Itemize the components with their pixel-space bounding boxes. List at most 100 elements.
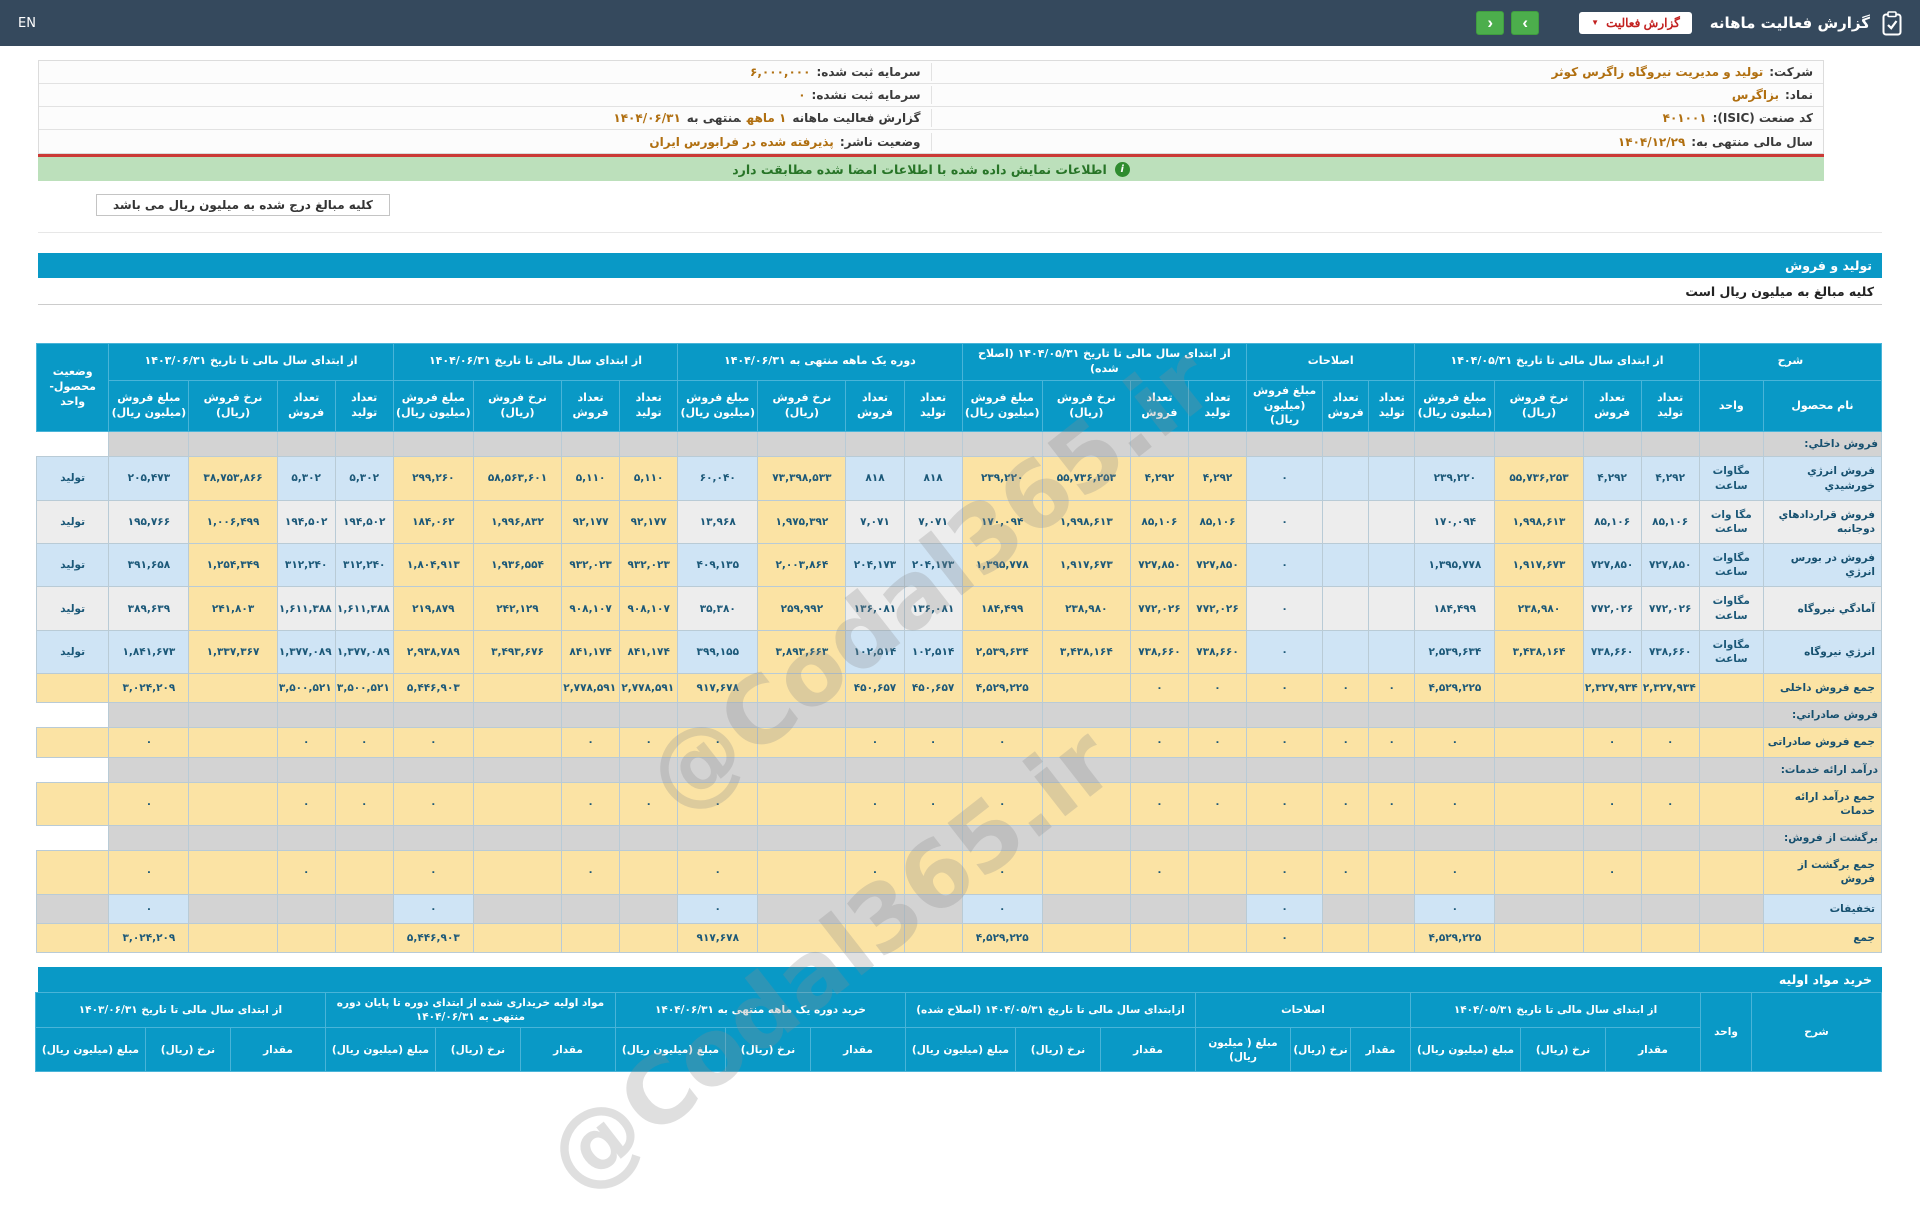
cell bbox=[277, 432, 335, 457]
value-cell bbox=[189, 851, 277, 894]
value-cell: ۰ bbox=[1415, 894, 1495, 923]
value-cell: ۷۳,۳۹۸,۵۳۳ bbox=[758, 457, 846, 500]
value-cell bbox=[1323, 457, 1369, 500]
cell bbox=[620, 757, 678, 782]
value-cell: ۸۴۱,۱۷۴ bbox=[620, 630, 678, 673]
total-row: جمع فروش داخلی۲,۳۲۷,۹۳۴۲,۳۲۷,۹۳۴۴,۵۲۹,۲۲… bbox=[37, 674, 1882, 703]
value-cell: ۰ bbox=[335, 782, 393, 825]
cell bbox=[904, 432, 962, 457]
header-col: مقدار bbox=[1606, 1028, 1701, 1072]
value-cell: ۱۳,۹۶۸ bbox=[678, 500, 758, 543]
value-cell bbox=[758, 782, 846, 825]
value-cell: ۰ bbox=[277, 782, 335, 825]
value-cell: ۲۳۹,۲۲۰ bbox=[962, 457, 1042, 500]
cell bbox=[1415, 703, 1495, 728]
info-value: ۱۴۰۴/۰۶/۳۱ bbox=[613, 111, 680, 125]
value-cell: ۸۵,۱۰۶ bbox=[1188, 500, 1246, 543]
header-col: مقدار bbox=[230, 1028, 325, 1072]
section-label: درآمد ارائه خدمات: bbox=[1763, 757, 1881, 782]
cell bbox=[1042, 757, 1130, 782]
value-cell: ۲,۳۲۷,۹۳۴ bbox=[1641, 674, 1699, 703]
header-group: مواد اولیه خریداری شده از ابتدای دوره تا… bbox=[325, 993, 615, 1028]
value-cell bbox=[189, 894, 277, 923]
header-group: از ابتدای سال مالی تا تاریخ ۱۴۰۴/۰۵/۳۱ bbox=[1411, 993, 1701, 1028]
value-cell: ۱۷۰,۰۹۴ bbox=[1415, 500, 1495, 543]
cell bbox=[1247, 432, 1323, 457]
product-row: انرژي نيروگاهمگاوات ساعت۷۳۸,۶۶۰۷۳۸,۶۶۰۳,… bbox=[37, 630, 1882, 673]
cell bbox=[473, 703, 561, 728]
value-cell: ۳۹۹,۱۵۵ bbox=[678, 630, 758, 673]
status-cell bbox=[37, 728, 109, 757]
value-cell: ۰ bbox=[1247, 457, 1323, 500]
header-group: ازابتدای سال مالی تا تاریخ ۱۴۰۴/۰۵/۳۱ (ا… bbox=[905, 993, 1195, 1028]
value-cell: ۱۹۴,۵۰۲ bbox=[335, 500, 393, 543]
header-group: خرید دوره یک ماهه منتهی به ۱۴۰۴/۰۶/۳۱ bbox=[615, 993, 905, 1028]
value-cell: ۳,۰۲۴,۲۰۹ bbox=[109, 674, 189, 703]
info-value: ۴۰۱۰۰۱ bbox=[1663, 111, 1707, 125]
header-col: مبلغ فروش (میلیون ریال) bbox=[1247, 380, 1323, 432]
header-col: نرخ فروش (ریال) bbox=[189, 380, 277, 432]
value-cell: ۵,۴۴۶,۹۰۳ bbox=[393, 674, 473, 703]
total-row: جمع درآمد ارائه خدمات۰۰۰۰۰۰۰۰۰۰۰۰۰۰۰۰۰۰ bbox=[37, 782, 1882, 825]
value-cell: ۴,۲۹۲ bbox=[1188, 457, 1246, 500]
value-cell bbox=[1042, 851, 1130, 894]
value-cell bbox=[1188, 923, 1246, 952]
info-value: ۰ bbox=[798, 88, 805, 102]
info-label: گزارش فعالیت ماهانه bbox=[792, 111, 920, 125]
cell bbox=[1369, 757, 1415, 782]
value-cell bbox=[1323, 544, 1369, 587]
total-row: جمع فروش صادراتی۰۰۰۰۰۰۰۰۰۰۰۰۰۰۰۰۰۰ bbox=[37, 728, 1882, 757]
value-cell: ۸۵,۱۰۶ bbox=[1130, 500, 1188, 543]
cell bbox=[1323, 826, 1369, 851]
value-cell bbox=[1369, 630, 1415, 673]
activity-report-dropdown[interactable]: گزارش فعالیت ▼ bbox=[1579, 12, 1692, 34]
value-cell bbox=[562, 923, 620, 952]
value-cell: ۷۷۲,۰۲۶ bbox=[1188, 587, 1246, 630]
cell bbox=[335, 826, 393, 851]
value-cell: ۳,۰۲۴,۲۰۹ bbox=[109, 923, 189, 952]
header-col: تعداد تولید bbox=[335, 380, 393, 432]
info-label: وضعیت ناشر: bbox=[840, 135, 921, 149]
header-col: مبلغ (میلیون ریال) bbox=[1411, 1028, 1521, 1072]
purchase-head: شرحواحداز ابتدای سال مالی تا تاریخ ۱۴۰۴/… bbox=[35, 993, 1881, 1072]
language-switch[interactable]: EN bbox=[18, 16, 36, 31]
status-cell bbox=[37, 894, 109, 923]
value-cell: ۰ bbox=[1369, 728, 1415, 757]
value-cell bbox=[189, 674, 277, 703]
value-cell: ۳۱۲,۲۴۰ bbox=[335, 544, 393, 587]
value-cell bbox=[620, 894, 678, 923]
value-cell: ۳۱۲,۲۴۰ bbox=[277, 544, 335, 587]
sales-section-bar: تولید و فروش bbox=[38, 253, 1882, 278]
status-cell: تولید bbox=[37, 587, 109, 630]
discount-row: تخفیفات۰۰۰۰۰۰ bbox=[37, 894, 1882, 923]
value-cell: ۰ bbox=[1247, 851, 1323, 894]
value-cell: ۰ bbox=[678, 728, 758, 757]
cell bbox=[393, 757, 473, 782]
cell bbox=[620, 432, 678, 457]
value-cell: ۰ bbox=[1323, 851, 1369, 894]
value-cell: ۰ bbox=[1188, 674, 1246, 703]
next-report-button[interactable]: › bbox=[1511, 11, 1539, 35]
header-sub-row: نام محصولواحدتعداد تولیدتعداد فروشنرخ فر… bbox=[37, 380, 1882, 432]
cell bbox=[1415, 826, 1495, 851]
cell bbox=[1323, 432, 1369, 457]
dropdown-label: گزارش فعالیت bbox=[1606, 16, 1680, 30]
info-row: شرکت:تولید و مدیریت نیروگاه زاگرس کوثرسر… bbox=[39, 61, 1823, 84]
unit-cell bbox=[1699, 894, 1763, 923]
prev-report-button[interactable]: ‹ bbox=[1476, 11, 1504, 35]
value-cell bbox=[1042, 782, 1130, 825]
header-col: تعداد فروش bbox=[562, 380, 620, 432]
header-col: واحد bbox=[1701, 993, 1752, 1072]
value-cell: ۰ bbox=[1583, 851, 1641, 894]
info-cell: سرمایه ثبت شده:۶,۰۰۰,۰۰۰ bbox=[39, 63, 931, 81]
cell bbox=[1188, 703, 1246, 728]
info-value: ۶,۰۰۰,۰۰۰ bbox=[750, 65, 810, 79]
cell bbox=[1495, 703, 1583, 728]
cell bbox=[1415, 757, 1495, 782]
cell bbox=[1495, 826, 1583, 851]
value-cell: ۷۲۷,۸۵۰ bbox=[1641, 544, 1699, 587]
info-row: کد صنعت (ISIC):۴۰۱۰۰۱گزارش فعالیت ماهانه… bbox=[39, 107, 1823, 130]
value-cell: ۵۸,۵۶۳,۶۰۱ bbox=[473, 457, 561, 500]
info-cell: گزارش فعالیت ماهانه۱ ماههمنتهی به۱۴۰۴/۰۶… bbox=[39, 109, 931, 127]
section-row: برگشت از فروش: bbox=[37, 826, 1882, 851]
